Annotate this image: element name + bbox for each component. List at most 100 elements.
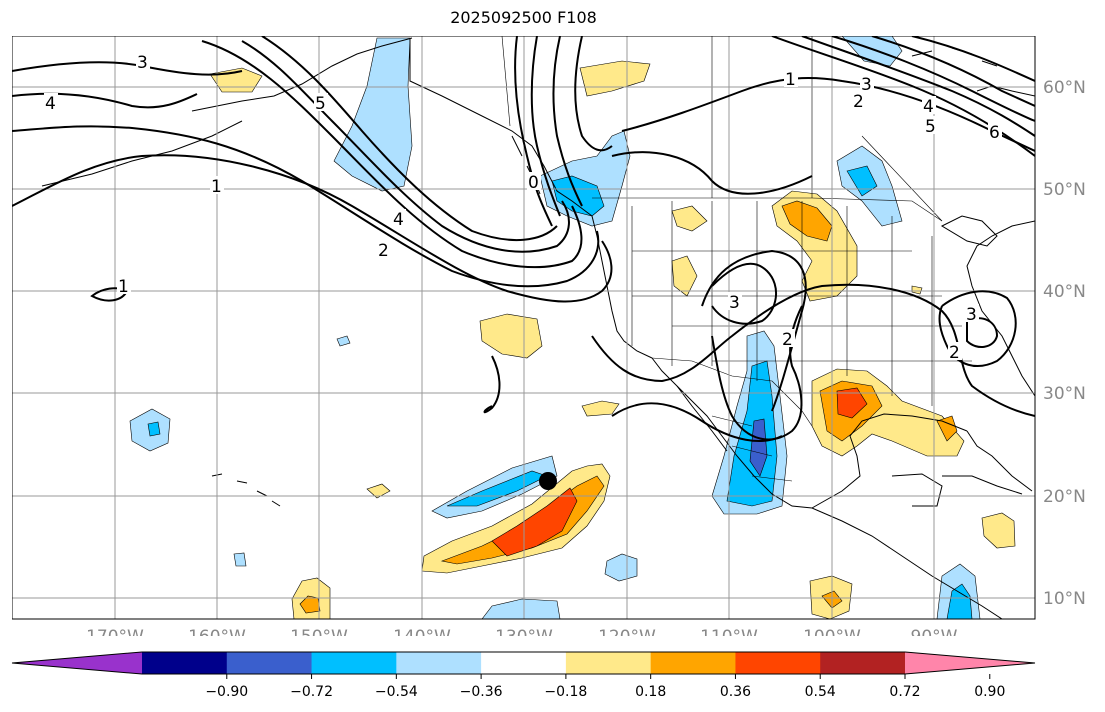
colorbar-tick-label: 0.18 xyxy=(635,684,666,700)
colorbar-segment xyxy=(820,652,906,674)
contour-label: 1 xyxy=(785,70,796,90)
contour-label: 0 xyxy=(528,173,539,193)
contour-label: 5 xyxy=(925,117,936,137)
contour-line-ridge-4 xyxy=(574,36,613,152)
positive-region-small-2 xyxy=(366,483,391,499)
contour-line-ridge-2 xyxy=(530,36,561,217)
colorbar-outline xyxy=(11,651,1036,675)
lon-label: 100°W xyxy=(803,627,861,636)
colorbar-tick-label: 0.72 xyxy=(889,684,920,700)
lat-label: 10°N xyxy=(1043,589,1086,609)
positive-region-west-coast xyxy=(479,313,543,359)
coastline-east xyxy=(966,220,1035,397)
contour-line-3-trough xyxy=(711,262,778,325)
political-borders xyxy=(409,36,972,482)
negative-region-central-america-core xyxy=(946,583,973,619)
contour-line-4-west xyxy=(12,92,198,109)
contour-labels: 3 4 5 1 4 2 0 1 2 3 4 5 6 1 xyxy=(44,52,1002,363)
coastline-cuba xyxy=(942,475,1023,495)
contour-lines xyxy=(12,36,1035,442)
colorbar-tick-label: −0.72 xyxy=(290,684,333,700)
contour-label: 3 xyxy=(729,293,740,313)
contour-line-ridge-1 xyxy=(514,36,553,227)
lon-label: 90°W xyxy=(911,627,958,636)
colorbar-tick-label: −0.54 xyxy=(375,684,418,700)
colorbar-tick-label: −0.36 xyxy=(460,684,503,700)
colorbar-extend-low xyxy=(12,652,142,674)
colorbar-extend-high xyxy=(905,652,1035,674)
contour-label: 3 xyxy=(137,53,148,73)
lon-label: 150°W xyxy=(290,627,348,636)
lon-label: 120°W xyxy=(598,627,656,636)
contour-line-2-east xyxy=(591,283,1035,417)
negative-region-hawaii-core xyxy=(147,421,161,437)
contour-label: 2 xyxy=(853,92,864,112)
positive-region-gulf-red xyxy=(836,387,868,419)
negative-region-mexico-mid xyxy=(726,360,778,507)
coastline-hudson-bay xyxy=(976,85,1035,97)
contour-line-south-mex xyxy=(611,402,783,442)
contour-label: 4 xyxy=(45,94,56,114)
colorbar-segment xyxy=(735,652,821,674)
contour-label: 1 xyxy=(211,177,222,197)
lon-label: 140°W xyxy=(393,627,451,636)
negative-region-tiny-2 xyxy=(233,552,247,567)
negative-region-mexico-core xyxy=(749,418,768,477)
coastline-gulf xyxy=(811,413,968,509)
contour-line-2-trough xyxy=(701,249,807,412)
lat-label: 60°N xyxy=(1043,78,1086,98)
map-frame-border xyxy=(12,36,1036,620)
negative-region-south xyxy=(481,598,561,619)
contour-line-loop-mex xyxy=(711,305,803,441)
positive-region-arizona xyxy=(671,255,698,297)
shaded-anomaly-field xyxy=(129,36,1016,619)
contour-line-5-mid xyxy=(261,36,558,242)
contour-label: 2 xyxy=(782,330,793,350)
lat-label: 50°N xyxy=(1043,180,1086,200)
contour-label: 3 xyxy=(966,305,977,325)
colorbar-tick-label: 0.90 xyxy=(974,684,1005,700)
lon-label: 170°W xyxy=(86,627,144,636)
contour-label: 1 xyxy=(118,277,129,297)
colorbar-segment xyxy=(396,652,482,674)
contour-label: 4 xyxy=(923,97,934,117)
colorbar-tick-label: −0.90 xyxy=(205,684,248,700)
province-line-1 xyxy=(501,36,511,127)
positive-region-small-1 xyxy=(581,400,620,417)
positive-region-rockies-orange xyxy=(781,200,833,242)
contour-line-east-6 xyxy=(911,36,1035,82)
positive-region-tiny xyxy=(911,285,923,295)
colorbar-tick-label: −0.18 xyxy=(544,684,587,700)
contour-line-upper-north xyxy=(611,151,813,195)
positive-region-pacific-main xyxy=(421,463,611,574)
colorbar-segment xyxy=(481,652,567,674)
lat-label: 30°N xyxy=(1043,384,1086,404)
contour-line-3-east xyxy=(938,290,1017,367)
contour-label: 2 xyxy=(949,343,960,363)
lon-label: 110°W xyxy=(700,627,758,636)
colorbar-segment xyxy=(142,652,228,674)
lake-great-lakes xyxy=(940,215,998,247)
colorbar-segment xyxy=(650,652,736,674)
colorbar-segment xyxy=(311,652,397,674)
positive-region-pacific-red xyxy=(491,487,578,557)
negative-region-small-east xyxy=(604,553,638,582)
coastline-baja xyxy=(651,357,813,509)
coastline-alaska xyxy=(191,37,413,112)
positive-region-nevada xyxy=(671,205,708,232)
contour-line-east-4 xyxy=(831,36,1035,122)
lon-label: 160°W xyxy=(188,627,246,636)
contour-line-1-west xyxy=(12,154,613,303)
graticule xyxy=(12,36,1035,619)
gulf-of-california xyxy=(676,385,728,452)
contour-line-south-west xyxy=(483,355,501,414)
colorbar-segment xyxy=(565,652,652,674)
colorbar-tick-label: 0.36 xyxy=(720,684,751,700)
negative-region-alaska xyxy=(333,37,413,192)
colorbar-segment xyxy=(226,652,313,674)
coastline-florida xyxy=(966,430,1033,492)
plot-title: 2025092500 F108 xyxy=(450,8,597,27)
location-marker xyxy=(539,472,557,490)
contour-label: 6 xyxy=(989,123,1000,143)
coastline-yucatan xyxy=(891,473,943,507)
